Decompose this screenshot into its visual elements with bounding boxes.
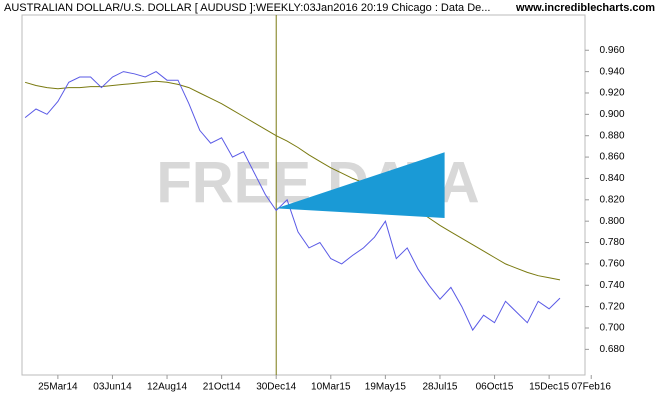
- y-tick-label: 0.820: [599, 194, 624, 205]
- y-tick-label: 0.920: [599, 88, 624, 99]
- x-tick-label: 03Jun14: [93, 382, 132, 393]
- y-tick-label: 0.880: [599, 130, 624, 141]
- series-line: [24, 80, 561, 281]
- x-tick-label: 15Dec15: [529, 382, 569, 393]
- y-tick-label: 0.800: [599, 216, 624, 227]
- series-line: [24, 71, 561, 332]
- x-tick-label: 30Dec14: [256, 382, 296, 393]
- y-tick-label: 0.840: [599, 173, 624, 184]
- triangle-annotation: [276, 152, 445, 218]
- chart-title: AUSTRALIAN DOLLAR/U.S. DOLLAR [ AUDUSD ]…: [4, 2, 490, 14]
- y-tick-label: 0.780: [599, 237, 624, 248]
- source: www.incrediblecharts.com: [515, 2, 655, 14]
- x-tick-label: 28Jul15: [422, 382, 457, 393]
- x-tick-label: 10Mar15: [311, 382, 351, 393]
- x-tick-label: 19May15: [365, 382, 407, 393]
- y-tick-label: 0.700: [599, 323, 624, 334]
- x-tick-label: 07Feb16: [571, 382, 611, 393]
- y-tick-label: 0.940: [599, 66, 624, 77]
- x-tick-label: 21Oct14: [203, 382, 241, 393]
- y-tick-label: 0.960: [599, 45, 624, 56]
- y-tick-label: 0.740: [599, 280, 624, 291]
- x-tick-label: 06Oct15: [476, 382, 514, 393]
- y-tick-label: 0.720: [599, 301, 624, 312]
- x-tick-label: 25Mar14: [38, 382, 78, 393]
- y-tick-label: 0.900: [599, 109, 624, 120]
- x-tick-label: 12Aug14: [147, 382, 187, 393]
- plot-frame: [21, 14, 586, 376]
- y-tick-label: 0.860: [599, 152, 624, 163]
- y-tick-label: 0.680: [599, 344, 624, 355]
- y-tick-label: 0.760: [599, 259, 624, 270]
